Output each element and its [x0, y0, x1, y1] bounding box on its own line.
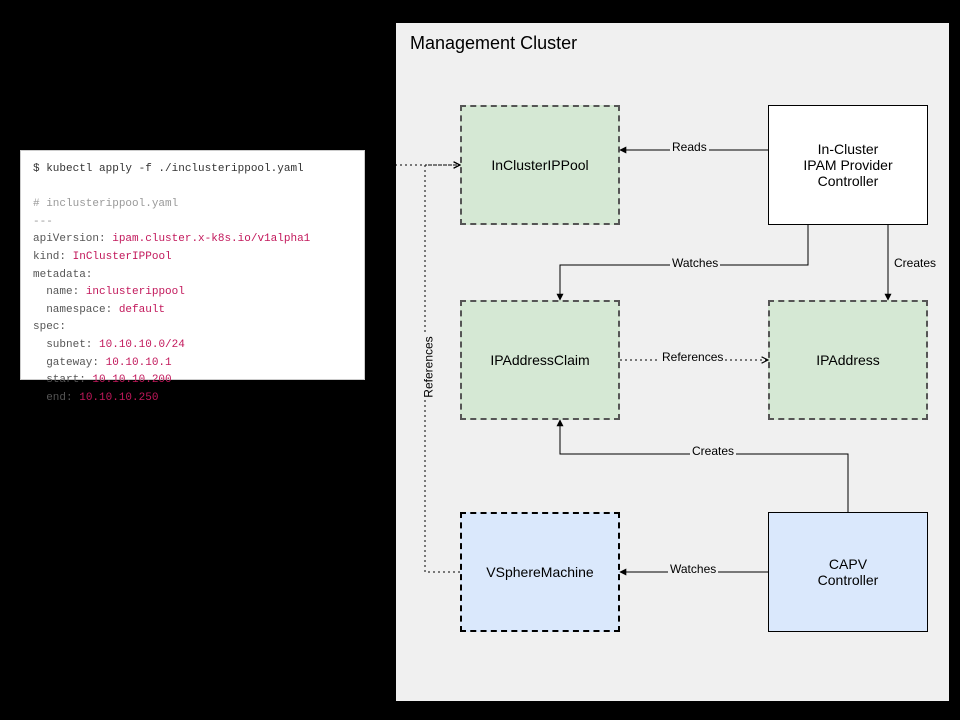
node-capv-controller: CAPVController [768, 512, 928, 632]
edge-label-creates2: Creates [690, 444, 736, 458]
node-ipaddressclaim: IPAddressClaim [460, 300, 620, 420]
node-vspheremachine: VSphereMachine [460, 512, 620, 632]
edge-label-creates1: Creates [892, 256, 938, 270]
edge-label-references1: References [660, 350, 725, 364]
node-ipaddress: IPAddress [768, 300, 928, 420]
node-ipam-provider-controller: In-ClusterIPAM ProviderController [768, 105, 928, 225]
edge-label-watches2: Watches [668, 562, 718, 576]
edge-label-watches1: Watches [670, 256, 720, 270]
node-inclusterippool: InClusterIPPool [460, 105, 620, 225]
edge-label-reads: Reads [670, 140, 709, 154]
yaml-code-panel: $ kubectl apply -f ./inclusterippool.yam… [20, 150, 365, 380]
edge-label-references2: References [422, 334, 436, 399]
cluster-title: Management Cluster [396, 23, 949, 64]
